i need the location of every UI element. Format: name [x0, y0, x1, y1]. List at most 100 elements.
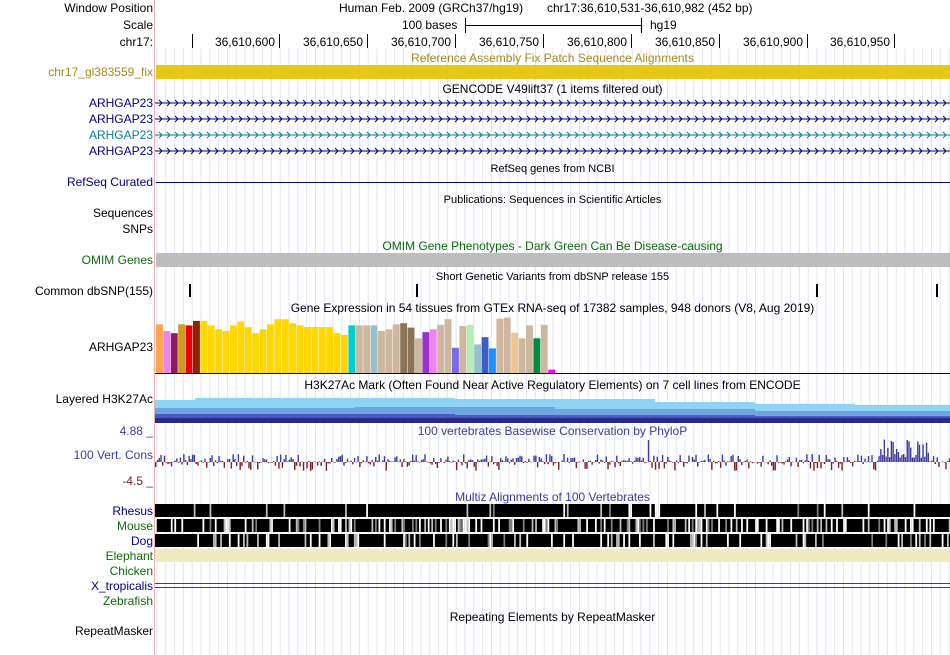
gencode-item-label[interactable]: ARHGAP23	[88, 128, 153, 142]
gtex-bar[interactable]	[422, 332, 430, 373]
multiz-row[interactable]	[155, 583, 950, 588]
gtex-bar[interactable]	[378, 331, 385, 373]
gencode-item-label[interactable]: ARHGAP23	[88, 144, 153, 158]
multiz-row[interactable]	[155, 549, 950, 562]
fix-patch-label[interactable]: chr17_gl383559_fix	[48, 65, 153, 79]
gtex-bar[interactable]	[296, 325, 304, 373]
gtex-bar[interactable]	[341, 334, 348, 373]
gtex-bar[interactable]	[274, 319, 282, 373]
multiz-species-label[interactable]: Dog	[130, 534, 153, 548]
gtex-bar[interactable]	[244, 327, 252, 373]
gtex-bar[interactable]	[548, 369, 556, 373]
h3k27ac-label[interactable]: Layered H3K27Ac	[55, 392, 153, 406]
gtex-bar[interactable]	[415, 338, 422, 373]
gtex-bar[interactable]	[481, 337, 489, 373]
refseq-title: RefSeq genes from NCBI	[490, 163, 615, 175]
multiz-row[interactable]	[155, 519, 950, 532]
gtex-bar[interactable]	[370, 325, 378, 373]
gtex-bar[interactable]	[156, 324, 163, 373]
gtex-bar[interactable]	[459, 326, 467, 373]
gencode-transcripts[interactable]	[155, 96, 950, 160]
gtex-bar[interactable]	[518, 338, 526, 373]
omim-bar[interactable]	[156, 253, 950, 267]
gtex-bar[interactable]	[385, 329, 393, 373]
publications-snps-label[interactable]: SNPs	[122, 222, 153, 236]
gtex-bar[interactable]	[178, 324, 186, 373]
gtex-bar[interactable]	[503, 317, 511, 373]
gtex-bar[interactable]	[259, 329, 267, 373]
gencode-item-label[interactable]: ARHGAP23	[88, 96, 153, 110]
gtex-bar[interactable]	[452, 347, 459, 373]
dbsnp-variants[interactable]	[155, 284, 950, 298]
multiz-species-label[interactable]: Rhesus	[112, 504, 153, 518]
gtex-bar[interactable]	[222, 331, 230, 373]
multiz-species-label[interactable]: Zebrafish	[102, 594, 153, 608]
snp-mark[interactable]	[816, 284, 818, 297]
gtex-bar[interactable]	[267, 324, 274, 373]
gtex-bar[interactable]	[207, 325, 215, 373]
gtex-bar[interactable]	[252, 333, 260, 373]
gtex-bar[interactable]	[333, 333, 341, 373]
gtex-bar[interactable]	[304, 327, 311, 373]
multiz-alignments[interactable]	[155, 503, 950, 603]
gtex-bar[interactable]	[355, 325, 363, 373]
gtex-bar[interactable]	[363, 325, 371, 373]
gtex-bar[interactable]	[326, 327, 334, 373]
gtex-bar[interactable]	[311, 327, 319, 373]
h3k27ac-layered-signal[interactable]	[155, 393, 950, 423]
publications-sequences-label[interactable]: Sequences	[92, 206, 153, 220]
gtex-bar[interactable]	[170, 333, 178, 373]
phylop-label[interactable]: 100 Vert. Cons	[73, 448, 153, 462]
gtex-bar[interactable]	[289, 323, 297, 373]
multiz-species-label[interactable]: Mouse	[116, 519, 153, 533]
gencode-transcript[interactable]	[155, 147, 950, 155]
gtex-bar[interactable]	[466, 324, 474, 373]
ruler[interactable]: 36,610,600 36,610,650 36,610,700 36,610,750…	[0, 0, 950, 60]
multiz-row[interactable]	[155, 504, 950, 517]
gtex-bar[interactable]	[348, 325, 356, 373]
repeatmasker-label[interactable]: RepeatMasker	[74, 624, 153, 638]
gtex-bar[interactable]	[511, 332, 519, 373]
gtex-bar[interactable]	[444, 319, 452, 373]
gtex-bar[interactable]	[230, 325, 237, 373]
gtex-bar[interactable]	[185, 325, 193, 373]
gtex-bar[interactable]	[200, 320, 208, 373]
gtex-bar[interactable]	[533, 338, 541, 373]
multiz-row[interactable]	[155, 534, 950, 547]
snp-mark[interactable]	[936, 284, 938, 297]
gtex-bar[interactable]	[281, 319, 289, 373]
fix-patch-bar[interactable]	[156, 65, 950, 79]
gtex-bar[interactable]	[400, 323, 408, 373]
gtex-bar[interactable]	[392, 324, 400, 373]
gtex-bar[interactable]	[496, 318, 504, 373]
refseq-intron-line[interactable]	[156, 182, 950, 183]
gtex-bar[interactable]	[437, 324, 445, 373]
gtex-bar[interactable]	[318, 327, 326, 373]
gtex-bar[interactable]	[237, 321, 245, 374]
gtex-bar[interactable]	[474, 344, 482, 373]
gtex-expression-chart[interactable]	[155, 316, 950, 374]
gencode-transcript[interactable]	[155, 131, 950, 139]
gtex-bar[interactable]	[540, 324, 548, 373]
gtex-bar[interactable]	[215, 329, 223, 373]
snp-mark[interactable]	[189, 284, 191, 297]
gtex-label[interactable]: ARHGAP23	[88, 340, 153, 354]
gtex-bar[interactable]	[489, 348, 496, 373]
multiz-species-label[interactable]: Chicken	[109, 564, 153, 578]
multiz-species-label[interactable]: Elephant	[105, 549, 153, 563]
multiz-species-label[interactable]: X_tropicalis	[90, 579, 153, 593]
phylop-wiggle[interactable]	[155, 432, 950, 488]
gtex-bar[interactable]	[429, 329, 437, 373]
omim-label[interactable]: OMIM Genes	[81, 253, 153, 267]
gencode-transcript[interactable]	[155, 115, 950, 123]
dbsnp-label[interactable]: Common dbSNP(155)	[34, 284, 153, 298]
gtex-bar[interactable]	[407, 327, 415, 373]
snp-mark[interactable]	[416, 284, 418, 297]
refseq-label[interactable]: RefSeq Curated	[66, 175, 153, 189]
gencode-item-label[interactable]: ARHGAP23	[88, 112, 153, 126]
gtex-bar[interactable]	[193, 320, 200, 373]
gencode-transcript[interactable]	[155, 99, 950, 107]
gtex-bar[interactable]	[163, 331, 171, 373]
gtex-bar[interactable]	[526, 325, 533, 373]
